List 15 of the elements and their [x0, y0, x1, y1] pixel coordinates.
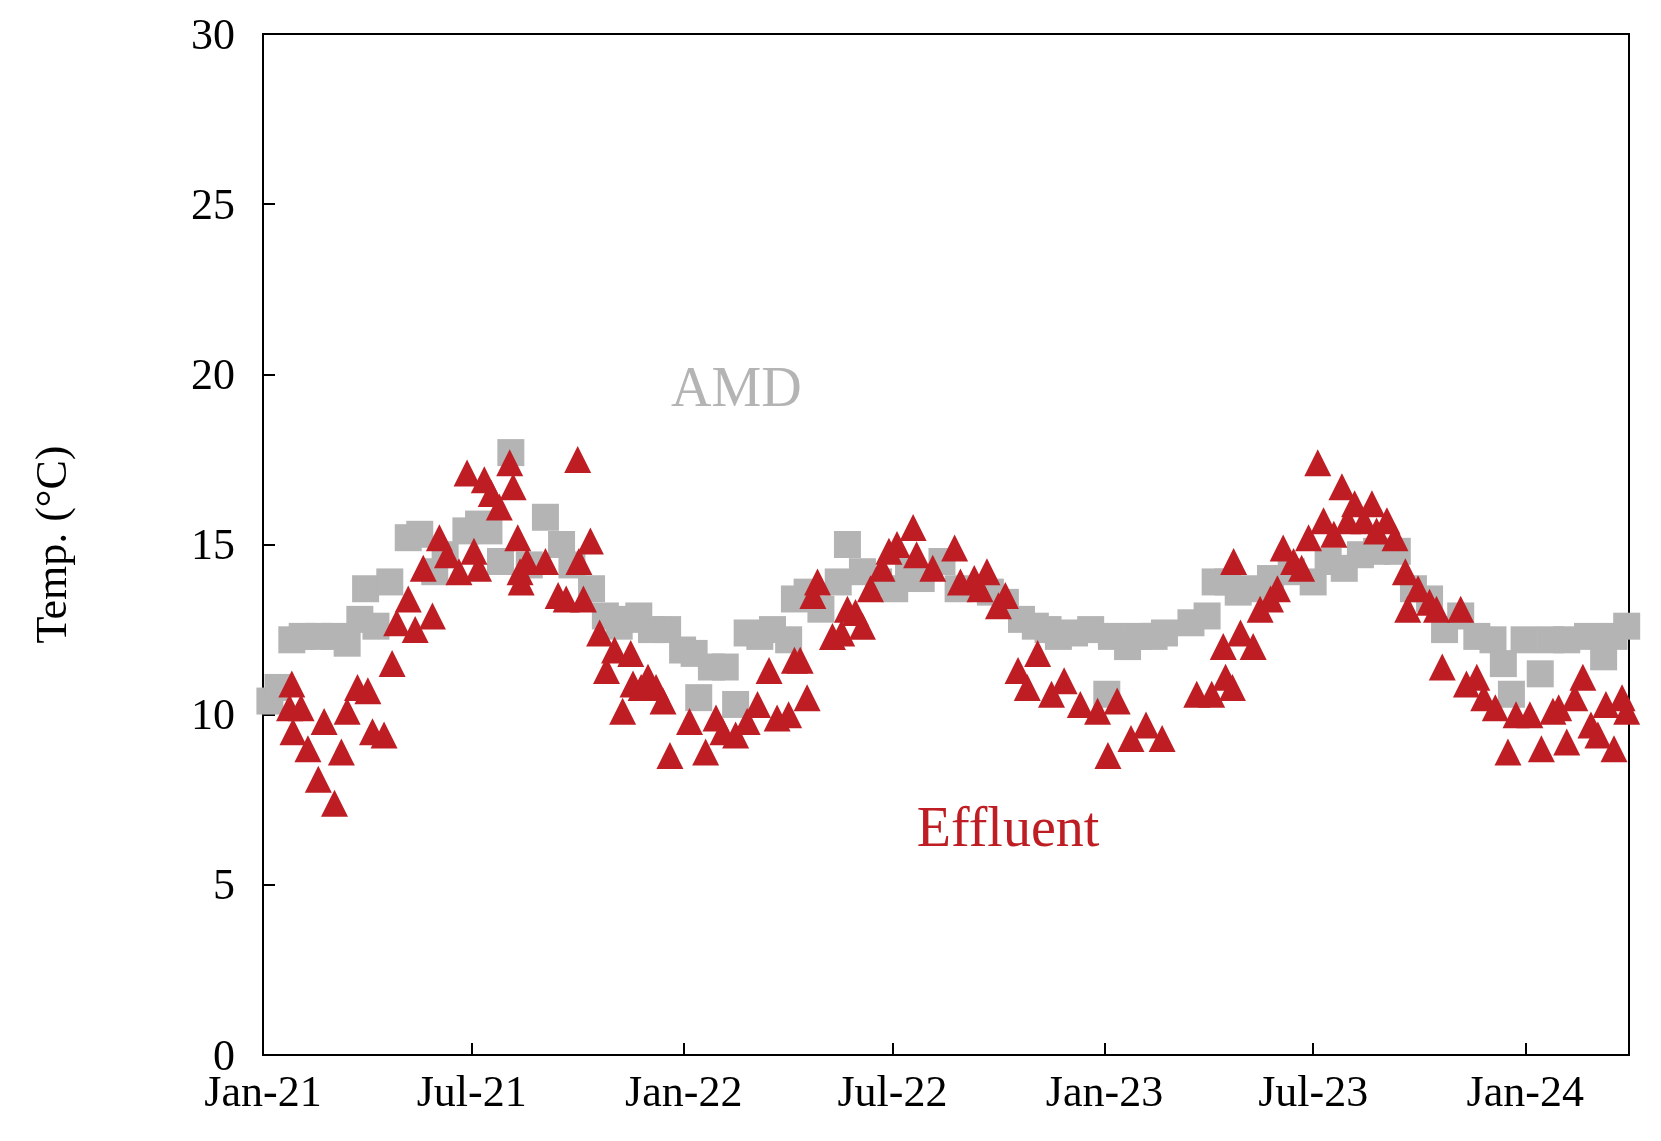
x-tick-label: Jan-24: [1466, 1066, 1584, 1116]
y-axis-title: Temp. (°C): [26, 445, 76, 644]
y-tick-label: 25: [191, 179, 235, 229]
series-label: Effluent: [916, 795, 1100, 858]
x-tick-label: Jul-23: [1258, 1066, 1369, 1116]
y-tick-label: 30: [191, 9, 235, 59]
text: AMD: [671, 356, 802, 419]
x-tick-label: Jul-22: [837, 1066, 948, 1116]
x-tick-label: Jan-22: [625, 1066, 743, 1116]
x-tick-label: Jan-23: [1045, 1066, 1164, 1116]
y-tick-label: 10: [191, 690, 235, 740]
y-tick-label: 15: [191, 520, 235, 569]
y-tick-label: 20: [191, 349, 235, 399]
y-tick-label: 5: [213, 860, 235, 910]
x-tick-label: Jul-21: [416, 1066, 527, 1116]
